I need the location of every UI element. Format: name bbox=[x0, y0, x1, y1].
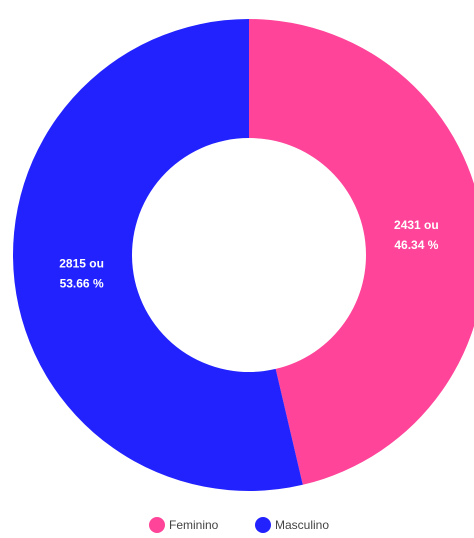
legend-label: Masculino bbox=[275, 518, 329, 532]
data-label: 2815 ou bbox=[59, 257, 104, 271]
donut-slice bbox=[13, 19, 303, 491]
legend-marker bbox=[255, 517, 271, 533]
legend-marker bbox=[149, 517, 165, 533]
data-label: 46.34 % bbox=[394, 238, 438, 252]
data-label: 53.66 % bbox=[60, 277, 104, 291]
data-label: 2431 ou bbox=[394, 218, 439, 232]
donut-slice bbox=[249, 19, 474, 485]
legend-label: Feminino bbox=[169, 518, 219, 532]
